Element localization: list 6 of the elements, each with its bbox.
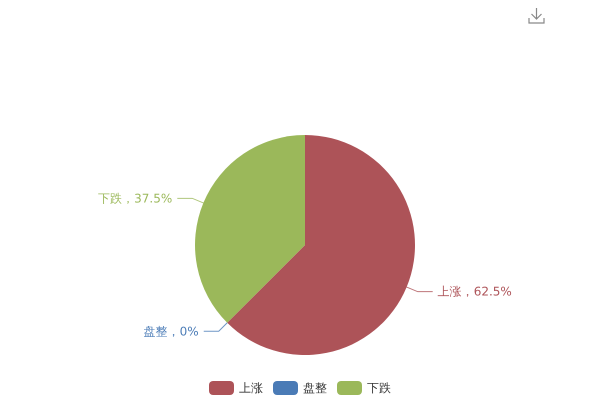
data-label: 下跌，37.5% [98, 191, 172, 206]
text: 盘整，0% [144, 324, 199, 338]
legend-label: 下跌 [367, 380, 391, 396]
data-label: 上涨，62.5% [438, 284, 512, 299]
legend-label: 盘整 [303, 380, 327, 396]
legend-label: 上涨 [239, 380, 263, 396]
